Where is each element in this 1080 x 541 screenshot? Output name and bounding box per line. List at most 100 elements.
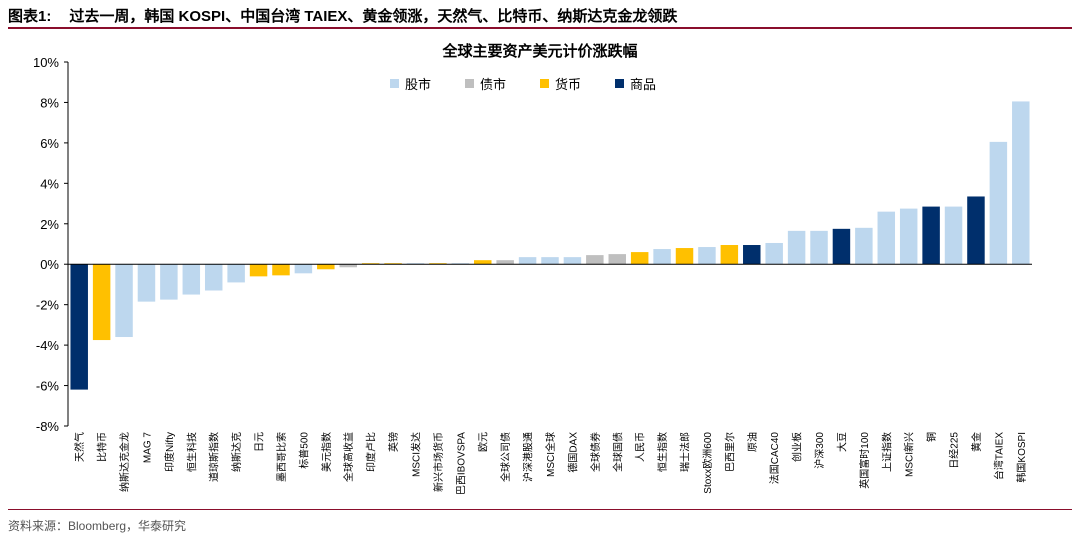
source-note: 资料来源：Bloomberg，华泰研究 [8, 519, 187, 533]
x-tick-label: 纳斯达克金龙 [118, 432, 131, 492]
bar [653, 249, 671, 265]
x-tick-label: MAG 7 [142, 432, 153, 464]
legend-label-commodity: 商品 [630, 77, 657, 92]
legend-item-stock: 股市 [390, 74, 431, 93]
bar [227, 264, 245, 283]
bar [989, 141, 1008, 265]
x-tick-label: 铜 [926, 432, 938, 442]
x-tick-label: MSCI全球 [544, 432, 557, 477]
x-tick-label: Stoxx欧洲600 [702, 432, 714, 494]
bottom-rule [8, 509, 1072, 510]
bar [204, 264, 223, 291]
bar [698, 247, 716, 265]
x-tick-label: MSCI发达 [409, 432, 422, 477]
y-tick-label: 6% [40, 136, 59, 151]
y-tick-label: -8% [36, 419, 60, 434]
figure-title: 图表1: 过去一周，韩国 KOSPI、中国台湾 TAIEX、黄金领涨，天然气、比特… [8, 5, 677, 26]
bar [317, 264, 335, 270]
x-tick-label: 巴西IBOVSPA [455, 432, 467, 495]
bar [675, 248, 694, 265]
bar [541, 257, 559, 265]
x-tick-label: 标普500 [297, 432, 310, 469]
bar [832, 228, 851, 265]
bar [182, 264, 201, 295]
bar [608, 254, 626, 265]
bar [137, 264, 156, 302]
x-tick-label: 恒生科技 [185, 432, 198, 472]
x-tick-label: 上证指数 [880, 432, 893, 472]
x-tick-label: 巴西里尔 [723, 432, 736, 472]
bar [967, 196, 985, 265]
x-tick-label: 瑞士法郎 [679, 432, 692, 472]
x-tick-label: 英镑 [387, 432, 400, 452]
bar [272, 264, 290, 276]
bar [630, 252, 649, 265]
bar [249, 264, 268, 277]
legend-swatch-stock [390, 79, 399, 88]
bar [810, 230, 828, 265]
y-tick-label: 0% [40, 257, 59, 272]
x-tick-label: 创业板 [791, 432, 804, 462]
bar [70, 264, 88, 390]
bar [496, 260, 514, 265]
bar [474, 260, 492, 265]
y-tick-label: 8% [40, 95, 59, 110]
bar [563, 257, 582, 265]
x-tick-label: 人民币 [635, 432, 647, 462]
bar [720, 245, 739, 265]
bar [765, 242, 783, 265]
x-tick-label: 新兴市场货币 [432, 432, 445, 492]
x-tick-label: 法国CAC40 [768, 432, 781, 485]
y-tick-label: 4% [40, 176, 59, 191]
x-tick-label: 欧元 [478, 432, 490, 452]
bar [944, 206, 963, 265]
x-tick-label: 全球债券 [589, 432, 602, 472]
x-tick-label: 原油 [746, 432, 759, 452]
x-tick-label: 英国富时100 [858, 432, 871, 489]
x-tick-label: 日元 [255, 432, 266, 452]
figure-caption: 过去一周，韩国 KOSPI、中国台湾 TAIEX、黄金领涨，天然气、比特币、纳斯… [69, 8, 678, 25]
bar [922, 206, 940, 265]
x-tick-label: 韩国KOSPI [1015, 432, 1028, 483]
x-tick-label: 比特币 [97, 432, 109, 462]
legend-item-bond: 债市 [465, 74, 506, 93]
x-tick-label: 日经225 [948, 432, 961, 469]
x-tick-label: 德国DAX [566, 432, 579, 473]
bar [1012, 101, 1030, 265]
y-tick-label: -4% [36, 338, 60, 353]
x-tick-label: MSCI新兴 [903, 432, 916, 477]
figure-number: 图表1: [8, 8, 52, 25]
bar [899, 208, 918, 265]
legend-label-stock: 股市 [405, 77, 432, 92]
bar [294, 264, 313, 274]
x-tick-label: 印度卢比 [365, 432, 378, 472]
bar [160, 264, 178, 300]
x-tick-label: 黄金 [970, 432, 983, 452]
legend-label-bond: 债市 [480, 77, 507, 92]
x-tick-label: 道琼斯指数 [208, 432, 221, 482]
x-tick-label: 天然气 [73, 432, 86, 462]
legend-item-commodity: 商品 [615, 74, 656, 93]
legend-swatch-commodity [615, 79, 625, 88]
y-tick-label: 2% [40, 217, 59, 232]
bar [586, 255, 604, 265]
x-tick-label: 沪深300 [813, 432, 826, 469]
legend-swatch-currency [540, 79, 550, 88]
y-tick-label: -6% [36, 379, 60, 394]
chart-legend: 股市 债市 货币 商品 [390, 74, 656, 93]
bar [743, 245, 761, 265]
chart-title: 全球主要资产美元计价涨跌幅 [442, 43, 638, 60]
x-tick-label: 纳斯达克 [230, 432, 243, 472]
bar [115, 264, 133, 338]
bar [787, 230, 806, 265]
x-tick-label: 台湾TAIEX [992, 432, 1005, 480]
y-tick-label: 10% [33, 55, 59, 70]
x-tick-label: 印度Nifty [163, 432, 176, 472]
bar [339, 264, 357, 268]
y-tick-label: -2% [36, 298, 60, 313]
legend-label-currency: 货币 [555, 77, 582, 92]
x-tick-label: 恒生指数 [656, 432, 669, 472]
x-tick-label: 全球高收益 [342, 432, 355, 482]
x-tick-label: 墨西哥比索 [275, 432, 288, 482]
